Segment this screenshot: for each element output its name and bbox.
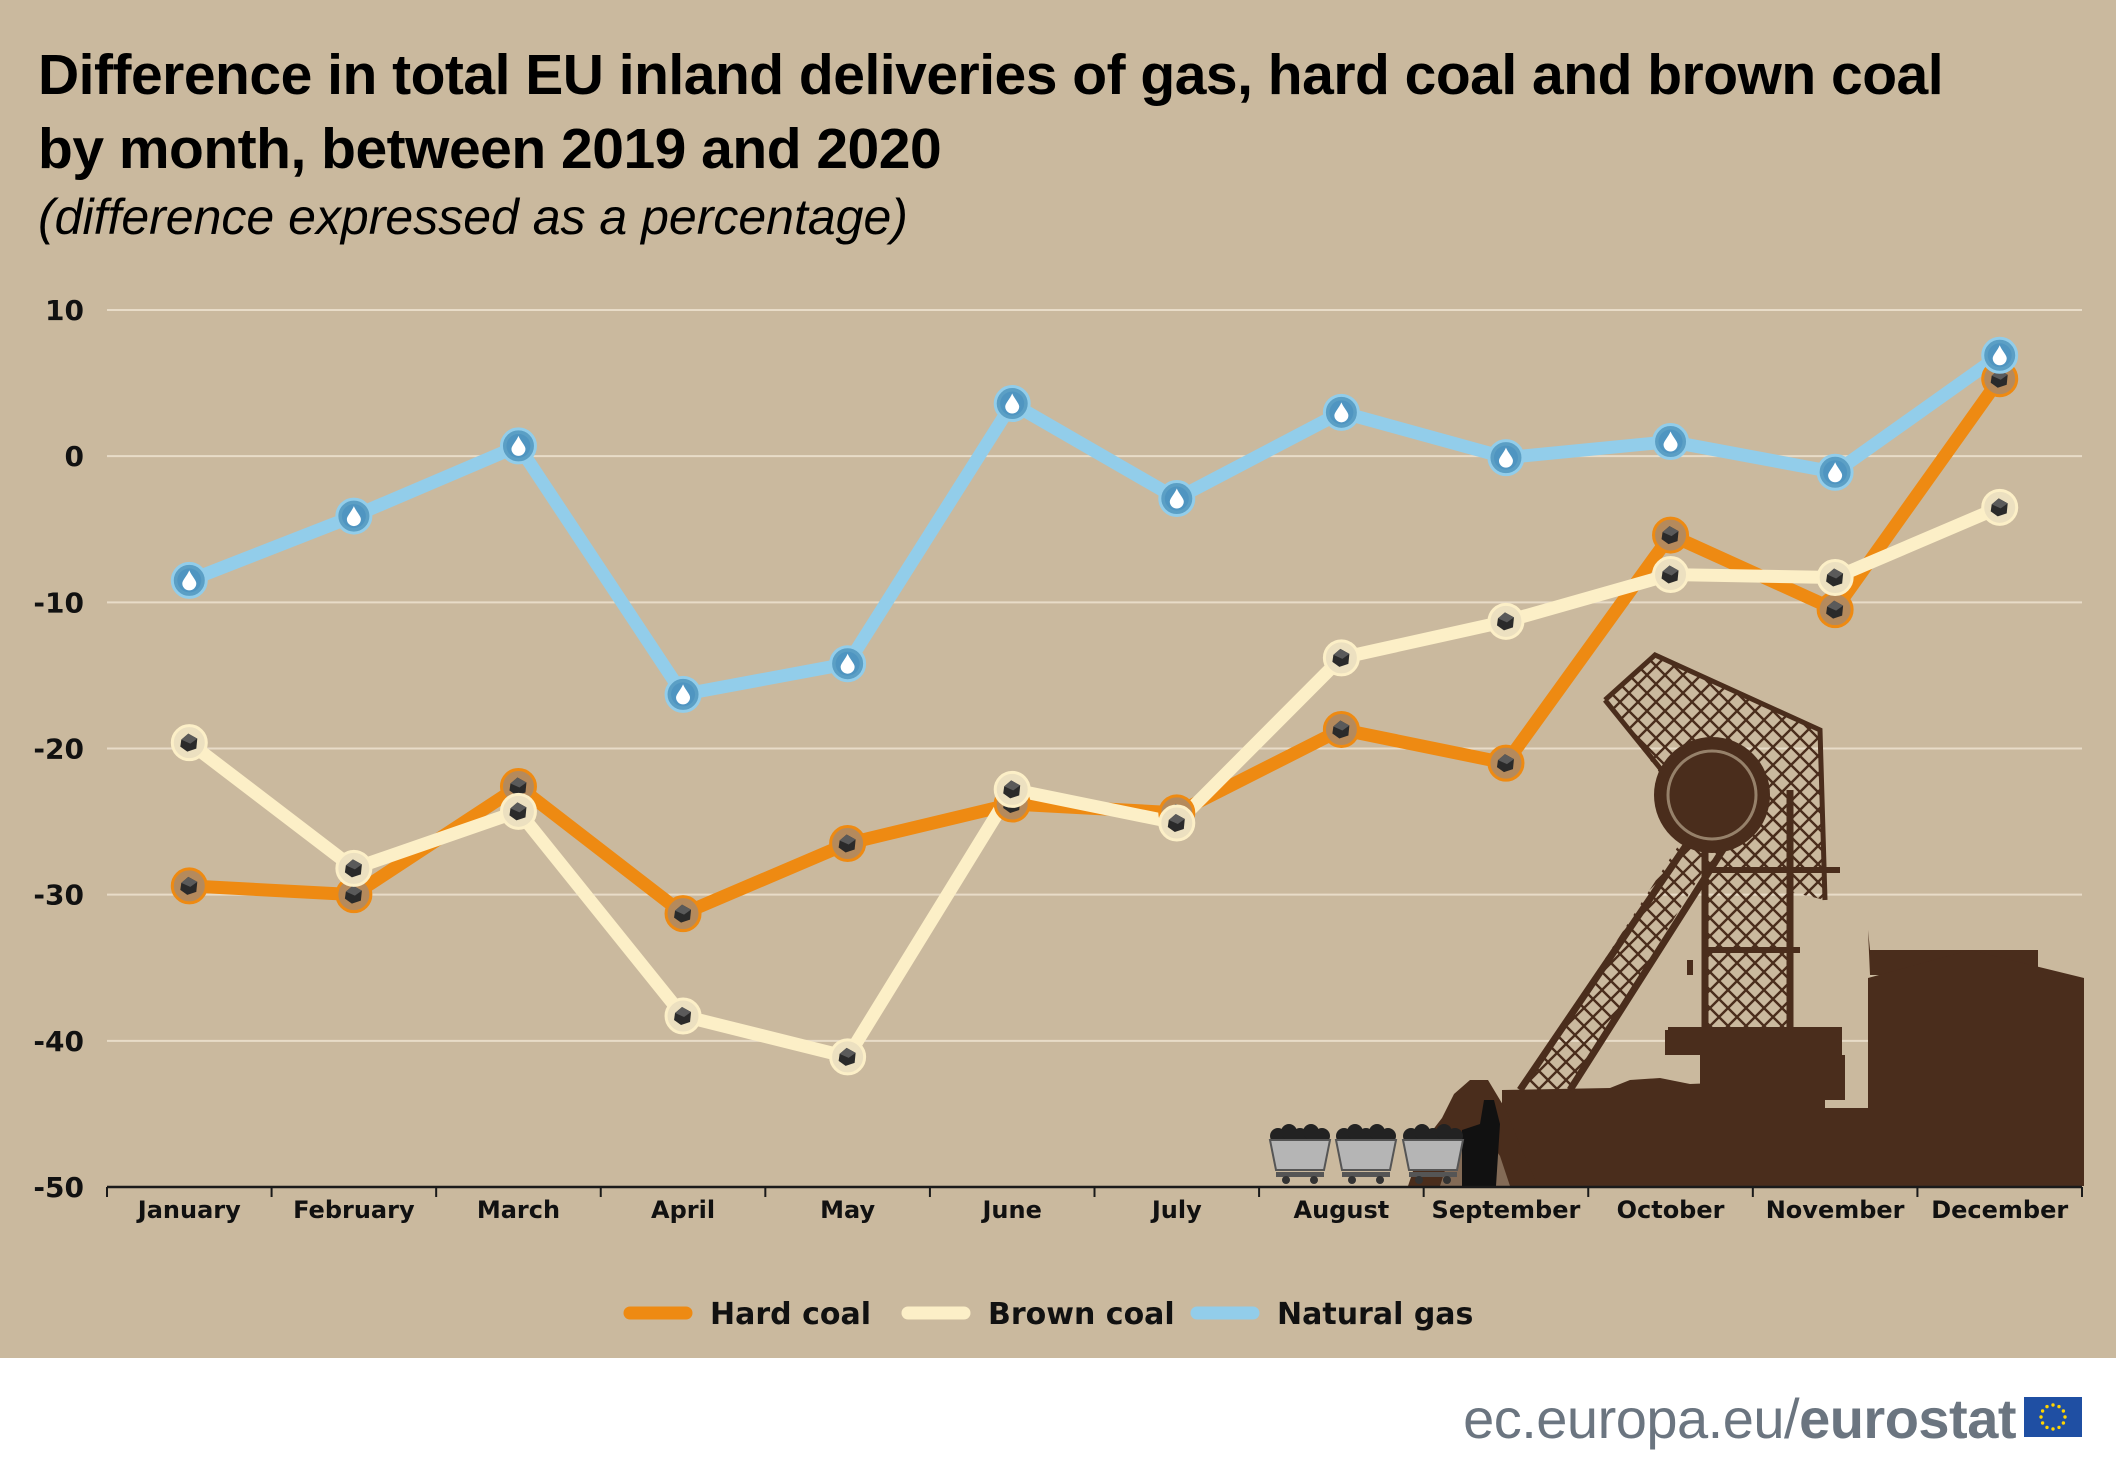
mine-cart-icon (1334, 1124, 1398, 1184)
legend-item-brown-coal: Brown coal (901, 1297, 1175, 1332)
data-point-hard-coal (1816, 591, 1854, 629)
data-point-natural-gas (1322, 393, 1360, 431)
data-point-brown-coal (993, 770, 1031, 808)
x-tick-label: September (1432, 1196, 1581, 1224)
mine-cart-icon (1268, 1124, 1332, 1184)
data-point-brown-coal (335, 849, 373, 887)
mine-cart-icon (1401, 1124, 1465, 1184)
data-point-brown-coal (1981, 488, 2019, 526)
data-point-natural-gas (664, 675, 702, 713)
x-tick-label: May (820, 1196, 875, 1224)
data-point-brown-coal (170, 724, 208, 762)
data-point-hard-coal (1487, 744, 1525, 782)
legend-label: Natural gas (1277, 1297, 1473, 1332)
data-point-hard-coal (1652, 516, 1690, 554)
data-point-brown-coal (1816, 558, 1854, 596)
y-tick-label: 10 (45, 294, 84, 327)
data-point-hard-coal (1322, 710, 1360, 748)
data-point-natural-gas (1981, 336, 2019, 374)
data-point-natural-gas (829, 645, 867, 683)
data-point-natural-gas (1652, 423, 1690, 461)
data-point-natural-gas (1487, 439, 1525, 477)
eurostat-url[interactable]: ec.europa.eu/eurostat (1463, 1386, 2016, 1451)
x-tick-label: January (136, 1196, 241, 1224)
data-point-brown-coal (1322, 639, 1360, 677)
legend-item-natural-gas: Natural gas (1190, 1297, 1473, 1332)
legend-item-hard-coal: Hard coal (623, 1297, 871, 1332)
data-point-natural-gas (170, 561, 208, 599)
data-point-natural-gas (335, 497, 373, 535)
y-axis-ticks: 10 0 -10 -20 -30 -40 -50 (33, 294, 84, 1204)
eu-flag-icon (2024, 1397, 2082, 1437)
data-point-hard-coal (664, 895, 702, 933)
data-point-brown-coal (1487, 602, 1525, 640)
url-brand: eurostat (1799, 1387, 2016, 1450)
mine-headframe-illustration (1408, 652, 2084, 1186)
x-tick-label: July (1150, 1196, 1202, 1224)
y-tick-label: -10 (33, 586, 84, 619)
legend: Hard coal Brown coal Natural gas (623, 1297, 1473, 1332)
x-axis: January February March April May June July Augu… (106, 1185, 2083, 1224)
data-point-hard-coal (170, 867, 208, 905)
data-point-natural-gas (499, 427, 537, 465)
data-point-natural-gas (1816, 453, 1854, 491)
x-tick-label: March (477, 1196, 560, 1224)
x-tick-label: February (293, 1196, 415, 1224)
y-tick-label: -50 (33, 1171, 84, 1204)
series-line-natural-gas (182, 348, 2007, 701)
x-tick-label: October (1617, 1196, 1725, 1224)
data-point-hard-coal (829, 825, 867, 863)
data-point-brown-coal (1158, 804, 1196, 842)
legend-label: Hard coal (710, 1297, 871, 1332)
mine-carts-illustration (1268, 1124, 1465, 1184)
series-markers (170, 336, 2019, 1076)
data-point-hard-coal (335, 876, 373, 914)
series-lines (182, 348, 2007, 1064)
url-prefix: ec.europa.eu/ (1463, 1387, 1800, 1450)
series-line-brown-coal (182, 500, 2007, 1064)
data-point-brown-coal (1652, 556, 1690, 594)
data-point-natural-gas (1158, 480, 1196, 518)
chart-title: Difference in total EU inland deliveries… (38, 43, 1944, 181)
x-tick-label: November (1766, 1196, 1905, 1224)
data-point-brown-coal (829, 1038, 867, 1076)
data-point-natural-gas (993, 385, 1031, 423)
line-chart: 10 0 -10 -20 -30 -40 -50 (33, 294, 2084, 1332)
x-tick-label: April (651, 1196, 715, 1224)
y-tick-label: -40 (33, 1025, 84, 1058)
data-point-hard-coal (1981, 360, 2019, 398)
x-tick-label: June (981, 1196, 1042, 1224)
data-point-brown-coal (499, 792, 537, 830)
chart-subtitle: (difference expressed as a percentage) (38, 189, 908, 245)
x-tick-label: August (1294, 1196, 1390, 1224)
y-tick-label: 0 (65, 440, 84, 473)
y-tick-label: -30 (33, 879, 84, 912)
legend-label: Brown coal (988, 1297, 1175, 1332)
y-tick-label: -20 (33, 733, 84, 766)
x-tick-label: December (1931, 1196, 2068, 1224)
data-point-brown-coal (664, 997, 702, 1035)
